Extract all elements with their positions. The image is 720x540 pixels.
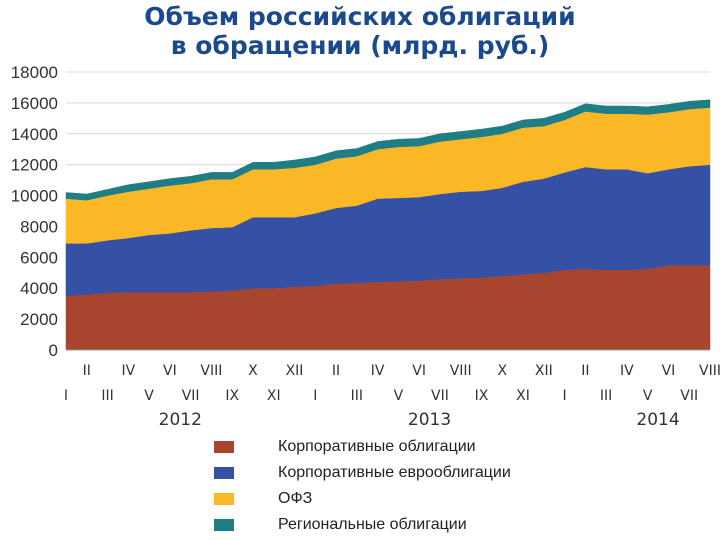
x-tick-label-top: VI — [412, 363, 426, 379]
x-tick-label-top: IV — [371, 363, 385, 379]
x-tick-label-top: II — [83, 363, 91, 379]
year-label: 2014 — [636, 410, 679, 430]
x-tick-label-bottom: VII — [182, 388, 200, 404]
chart-legend: Корпоративные облигации Корпоративные евр… — [214, 434, 511, 538]
y-tick-label: 0 — [49, 341, 58, 360]
x-tick-label-top: X — [248, 363, 258, 379]
x-tick-label-bottom: XI — [516, 388, 530, 404]
x-tick-label-top: IV — [620, 363, 634, 379]
y-tick-label: 6000 — [20, 248, 58, 267]
legend-label: Корпоративные облигации — [278, 438, 476, 455]
legend-swatch — [214, 467, 234, 479]
legend-label: Корпоративные еврооблигации — [278, 464, 511, 481]
x-tick-label-bottom: IX — [225, 388, 239, 404]
x-tick-label-bottom: XI — [267, 388, 281, 404]
legend-item: Корпоративные облигации — [214, 434, 511, 460]
stacked-area-chart: 0 2000 4000 6000 8000 10000 12000 14000 16000 180… — [11, 63, 720, 430]
x-tick-label-top: II — [332, 363, 340, 379]
x-tick-label-top: VIII — [200, 363, 222, 379]
y-tick-label: 8000 — [20, 217, 58, 236]
legend-swatch — [214, 441, 234, 453]
x-tick-label-bottom: V — [394, 388, 404, 404]
chart-title-line2: в обращении (млрд. руб.) — [170, 31, 550, 60]
legend-item: Региональные облигации — [214, 512, 511, 538]
y-tick-label: 16000 — [11, 94, 58, 113]
y-tick-label: 2000 — [20, 310, 58, 329]
x-tick-label-top: VI — [163, 363, 177, 379]
x-tick-label-bottom: IX — [475, 388, 489, 404]
legend-item: Корпоративные еврооблигации — [214, 460, 511, 486]
x-tick-label-bottom: III — [351, 388, 363, 404]
legend-label: ОФЗ — [278, 490, 313, 507]
x-tick-label-top: VIII — [450, 363, 472, 379]
x-tick-label-bottom: III — [101, 388, 113, 404]
x-tick-label-top: XII — [286, 363, 304, 379]
y-tick-label: 14000 — [11, 125, 58, 144]
x-tick-label-top: X — [497, 363, 507, 379]
year-label: 2013 — [408, 410, 451, 430]
area-series-4 — [65, 99, 711, 201]
chart-title: Объем российских облигаций в обращении (… — [0, 2, 720, 60]
y-tick-label: 10000 — [11, 187, 58, 206]
x-tick-label-top: XII — [535, 363, 553, 379]
legend-swatch — [214, 493, 234, 505]
y-tick-label: 12000 — [11, 156, 58, 175]
year-label: 2012 — [159, 410, 202, 430]
x-tick-label-bottom: I — [563, 388, 567, 404]
x-tick-label-bottom: I — [313, 388, 317, 404]
legend-item: ОФЗ — [214, 486, 511, 512]
x-tick-label-bottom: V — [643, 388, 653, 404]
x-tick-label-top: IV — [121, 363, 135, 379]
y-tick-label: 18000 — [11, 63, 58, 82]
legend-swatch — [214, 519, 234, 531]
x-tick-label-top: VI — [662, 363, 676, 379]
x-tick-label-bottom: VII — [431, 388, 449, 404]
y-tick-label: 4000 — [20, 279, 58, 298]
x-tick-label-bottom: III — [600, 388, 612, 404]
x-tick-label-top: II — [581, 363, 589, 379]
x-tick-label-bottom: I — [64, 388, 68, 404]
x-tick-label-bottom: VII — [680, 388, 698, 404]
legend-label: Региональные облигации — [278, 516, 467, 533]
x-tick-label-bottom: V — [144, 388, 154, 404]
chart-title-line1: Объем российских облигаций — [144, 2, 576, 31]
x-tick-label-top: VIII — [699, 363, 720, 379]
